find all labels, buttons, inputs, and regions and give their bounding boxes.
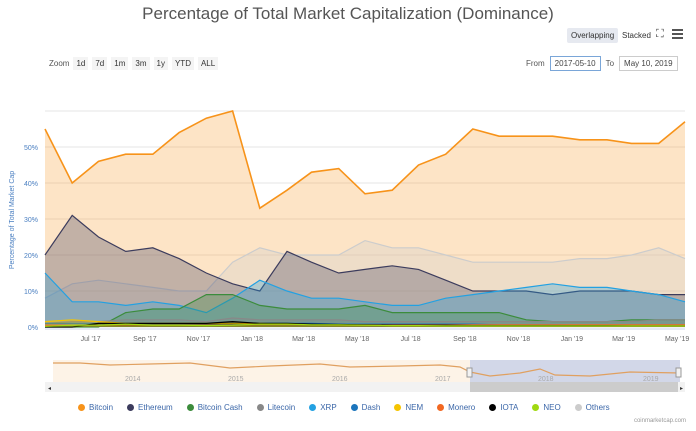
to-input[interactable]: May 10, 2019 xyxy=(619,56,678,71)
area-bitcoin-cash xyxy=(45,294,685,327)
legend-marker-icon xyxy=(127,404,135,411)
zoom-label: Zoom xyxy=(49,59,70,68)
zoom-7d[interactable]: 7d xyxy=(92,57,108,70)
area-ethereum xyxy=(45,215,685,327)
legend-label: IOTA xyxy=(500,403,519,412)
navigator-year-label: 2016 xyxy=(332,376,348,383)
legend-item-dash[interactable]: Dash xyxy=(350,403,381,412)
line-bitcoin[interactable] xyxy=(44,110,686,210)
legend-marker-icon xyxy=(394,404,402,411)
legend-marker-icon xyxy=(309,404,317,411)
legend-marker-icon xyxy=(574,404,582,411)
zoom-ytd[interactable]: YTD xyxy=(171,57,194,70)
legend-item-others[interactable]: Others xyxy=(574,403,610,412)
navigator-handle-right[interactable] xyxy=(675,367,682,378)
legend-label: Dash xyxy=(361,403,381,412)
legend-label: NEM xyxy=(405,403,424,412)
date-range: From 2017-05-10 To May 10, 2019 xyxy=(526,56,678,71)
line-neo[interactable] xyxy=(44,323,685,327)
navigator-handle-left[interactable] xyxy=(466,367,473,378)
x-tick-label: Jan '19 xyxy=(561,336,583,343)
navigator-year-label: 2014 xyxy=(125,376,141,383)
y-axis-label: Percentage of Total Market Cap xyxy=(9,171,16,269)
legend: Bitcoin Ethereum Bitcoin Cash Litecoin XRP Da… xyxy=(78,403,610,412)
line-litecoin[interactable] xyxy=(44,317,685,324)
y-tick-label: 10% xyxy=(24,289,38,296)
legend-marker-icon xyxy=(437,404,445,411)
navigator-selection[interactable] xyxy=(470,360,680,382)
fullscreen-icon[interactable]: ⛶ xyxy=(656,28,664,40)
legend-marker-icon xyxy=(350,404,358,411)
legend-marker-icon xyxy=(186,404,194,411)
dominance-chart: 0% 10% 20% 30% 40% 50% Percentage of Total Mar… xyxy=(9,110,689,392)
legend-item-nem[interactable]: NEM xyxy=(394,403,423,412)
x-tick-label: Mar '18 xyxy=(292,336,315,343)
area-xrp xyxy=(45,273,685,327)
line-others[interactable] xyxy=(44,239,686,299)
x-tick-label: Mar '19 xyxy=(612,336,635,343)
legend-item-bitcoin-cash[interactable]: Bitcoin Cash xyxy=(186,403,243,412)
line-ethereum[interactable] xyxy=(44,214,685,296)
zoom-all[interactable]: ALL xyxy=(197,57,219,70)
scrollbar-thumb[interactable] xyxy=(470,382,678,392)
x-tick-label: Jul '17 xyxy=(81,336,101,343)
legend-item-neo[interactable]: NEO xyxy=(532,403,561,412)
chart-title: Percentage of Total Market Capitalizatio… xyxy=(142,4,554,23)
zoom-1y[interactable]: 1y xyxy=(153,57,168,70)
y-tick-label: 0% xyxy=(28,325,38,332)
legend-label: Litecoin xyxy=(267,403,296,412)
y-tick-label: 30% xyxy=(24,217,38,224)
scroll-right-arrow[interactable]: ▸ xyxy=(680,386,683,392)
legend-label: XRP xyxy=(320,403,337,412)
navigator-line xyxy=(53,362,681,377)
x-tick-label: Sep '18 xyxy=(453,336,477,343)
legend-marker-icon xyxy=(532,404,540,411)
from-label: From xyxy=(526,59,545,68)
from-input[interactable]: 2017-05-10 xyxy=(549,56,601,71)
legend-label: NEO xyxy=(543,403,561,412)
legend-marker-icon xyxy=(78,404,85,411)
line-xrp[interactable] xyxy=(44,272,686,314)
x-tick-label: Nov '18 xyxy=(507,336,531,343)
legend-label: Bitcoin xyxy=(89,403,114,412)
menu-icon[interactable] xyxy=(672,29,683,41)
x-tick-label: May '18 xyxy=(345,336,369,343)
legend-item-monero[interactable]: Monero xyxy=(437,403,475,412)
zoom-3m[interactable]: 3m xyxy=(132,57,150,70)
y-tick-label: 40% xyxy=(24,181,38,188)
y-tick-label: 20% xyxy=(24,253,38,260)
legend-marker-icon xyxy=(489,404,497,411)
area-bitcoin xyxy=(45,111,685,327)
zoom-controls: Zoom 1d 7d 1m 3m 1y YTD ALL xyxy=(49,57,219,70)
source-credit: coinmarketcap.com xyxy=(633,418,686,424)
navigator-year-label: 2015 xyxy=(228,376,244,383)
scroll-left-arrow[interactable]: ◂ xyxy=(48,386,51,392)
navigator-year-label: 2017 xyxy=(435,376,451,383)
x-tick-label: Sep '17 xyxy=(133,336,157,343)
legend-marker-icon xyxy=(256,404,264,411)
x-tick-label: May '19 xyxy=(665,336,689,343)
stacked-button[interactable]: Stacked xyxy=(622,31,651,40)
x-tick-label: Jul '18 xyxy=(401,336,421,343)
overlapping-button[interactable]: Overlapping xyxy=(567,28,619,43)
legend-item-bitcoin[interactable]: Bitcoin xyxy=(78,403,113,412)
legend-item-iota[interactable]: IOTA xyxy=(489,403,518,412)
legend-label: Ethereum xyxy=(138,403,173,412)
legend-item-litecoin[interactable]: Litecoin xyxy=(256,403,296,412)
zoom-1d[interactable]: 1d xyxy=(73,57,89,70)
zoom-1m[interactable]: 1m xyxy=(111,57,129,70)
navigator-year-label: 2019 xyxy=(643,376,659,383)
navigator-year-label: 2018 xyxy=(538,376,554,383)
y-tick-label: 50% xyxy=(24,145,38,152)
legend-label: Others xyxy=(585,403,610,412)
scrollbar-track[interactable] xyxy=(45,382,685,392)
x-tick-label: Jan '18 xyxy=(241,336,263,343)
legend-item-ethereum[interactable]: Ethereum xyxy=(127,403,173,412)
legend-label: Bitcoin Cash xyxy=(197,403,243,412)
legend-label: Monero xyxy=(448,403,476,412)
legend-item-xrp[interactable]: XRP xyxy=(309,403,337,412)
to-label: To xyxy=(605,59,615,68)
x-tick-label: Nov '17 xyxy=(187,336,211,343)
